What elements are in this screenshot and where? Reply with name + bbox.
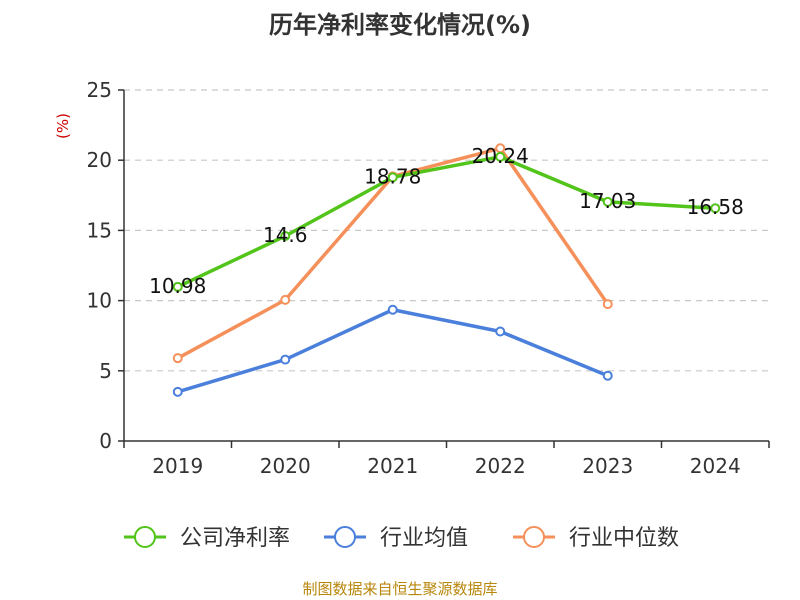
legend-marker-1 bbox=[334, 526, 356, 548]
axes bbox=[118, 89, 770, 448]
legend-marker-2 bbox=[523, 526, 545, 548]
data-point-1-2022 bbox=[495, 326, 506, 337]
data-point-2-2019 bbox=[172, 353, 183, 364]
data-point-0-2019 bbox=[172, 281, 183, 292]
data-label-2019: 10.98 bbox=[149, 274, 206, 298]
legend-label-0: 公司净利率 bbox=[180, 526, 290, 551]
x-tick-label-2019: 2019 bbox=[152, 454, 203, 478]
y-tick-label-15: 15 bbox=[87, 218, 112, 242]
y-tick-label-10: 10 bbox=[87, 289, 112, 313]
data-label-2023: 17.03 bbox=[579, 189, 636, 213]
x-tick-label-2022: 2022 bbox=[475, 454, 526, 478]
data-point-2-2020 bbox=[280, 294, 291, 305]
legend: 公司净利率 行业均值 行业中位数 bbox=[124, 526, 679, 551]
chart-title: 历年净利率变化情况(%) bbox=[269, 11, 531, 39]
x-tick-label-2023: 2023 bbox=[582, 454, 633, 478]
legend-marker-0 bbox=[134, 526, 156, 548]
data-point-1-2021 bbox=[387, 304, 398, 315]
data-point-1-2020 bbox=[280, 354, 291, 365]
data-point-0-2021 bbox=[387, 172, 398, 183]
data-labels: 10.98 14.6 18.78 20.24 17.03 16.58 bbox=[149, 144, 744, 298]
y-tick-label-5: 5 bbox=[99, 359, 112, 383]
y-tick-label-25: 25 bbox=[87, 78, 112, 102]
data-label-2020: 14.6 bbox=[263, 223, 308, 247]
y-tick-label-20: 20 bbox=[87, 148, 112, 172]
series-line-0 bbox=[177, 155, 716, 289]
series-layer bbox=[172, 143, 721, 397]
data-label-2024: 16.58 bbox=[687, 195, 744, 219]
data-point-1-2023 bbox=[602, 370, 613, 381]
data-point-0-2022 bbox=[495, 151, 506, 162]
data-label-2021: 18.78 bbox=[364, 164, 421, 188]
x-tick-label-2020: 2020 bbox=[260, 454, 311, 478]
data-point-2-2023 bbox=[602, 299, 613, 310]
data-point-0-2023 bbox=[602, 196, 613, 207]
data-point-0-2024 bbox=[710, 203, 721, 214]
x-tick-label-2024: 2024 bbox=[690, 454, 741, 478]
y-tick-labels: 0 5 10 15 20 25 bbox=[87, 78, 112, 453]
x-tick-labels: 2019 2020 2021 2022 2023 2024 bbox=[152, 454, 740, 478]
legend-label-2: 行业中位数 bbox=[569, 526, 679, 551]
legend-label-1: 行业均值 bbox=[380, 526, 468, 551]
grid-lines bbox=[124, 89, 769, 372]
y-axis-label: (%) bbox=[54, 113, 72, 139]
data-point-0-2020 bbox=[280, 231, 291, 242]
source-note: 制图数据来自恒生聚源数据库 bbox=[302, 580, 497, 598]
x-tick-label-2021: 2021 bbox=[367, 454, 418, 478]
data-point-1-2019 bbox=[172, 386, 183, 397]
y-tick-label-0: 0 bbox=[99, 429, 112, 453]
data-label-2022: 20.24 bbox=[472, 144, 529, 168]
